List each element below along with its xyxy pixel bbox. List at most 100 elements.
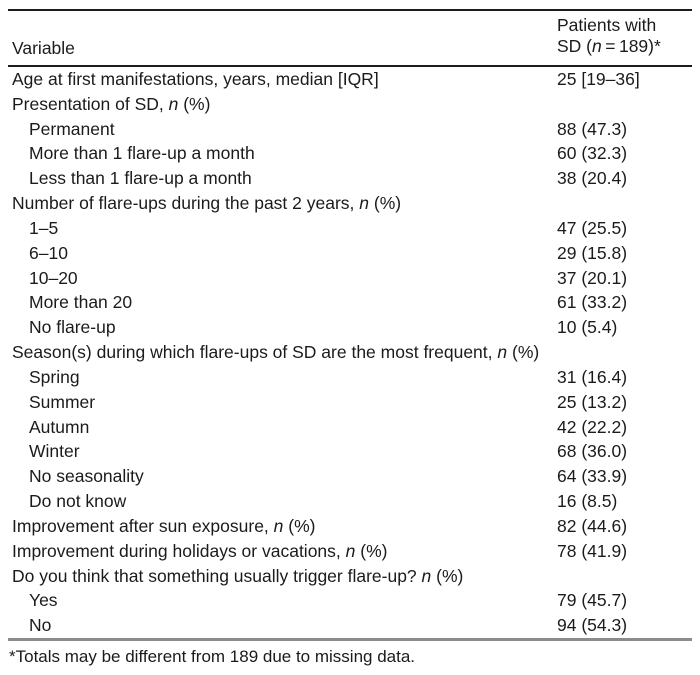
row-value: 47 (25.5) xyxy=(557,217,628,238)
row-label: Less than 1 flare-up a month xyxy=(8,168,252,188)
label-suffix: (%) xyxy=(283,515,316,536)
row-value: 25 (13.2) xyxy=(557,391,628,412)
row-value: 68 (36.0) xyxy=(557,441,628,462)
row-label: 10–20 xyxy=(8,268,78,288)
table-row: No 94 (54.3) xyxy=(8,613,692,638)
label-text: Summer xyxy=(29,391,96,412)
table-row: 10–20 37 (20.1) xyxy=(8,266,692,291)
row-value: 29 (15.8) xyxy=(557,242,628,263)
row-label: No seasonality xyxy=(8,466,144,486)
label-n-italic: n xyxy=(345,540,356,561)
row-label: Improvement after sun exposure, n (%) xyxy=(8,516,315,536)
label-text: 1–5 xyxy=(29,217,59,238)
row-label: Improvement during holidays or vacations… xyxy=(8,541,387,561)
row-value: 31 (16.4) xyxy=(557,366,628,387)
table-row: Permanent 88 (47.3) xyxy=(8,117,692,142)
table-row: Spring 31 (16.4) xyxy=(8,365,692,390)
table-row: Do you think that something usually trig… xyxy=(8,564,692,589)
patients-header-line2-post: = 189)* xyxy=(601,35,661,56)
row-value: 10 (5.4) xyxy=(557,317,618,338)
label-n-italic: n xyxy=(273,515,284,536)
label-n-italic: n xyxy=(168,93,179,114)
table-row: More than 1 flare-up a month 60 (32.3) xyxy=(8,141,692,166)
patients-header-line2: SD (n = 189)* xyxy=(557,36,661,57)
top-rule xyxy=(8,9,692,11)
label-suffix: (%) xyxy=(178,93,211,114)
row-label: Season(s) during which flare-ups of SD a… xyxy=(8,342,539,362)
label-text: Permanent xyxy=(29,118,115,139)
label-text: Winter xyxy=(29,441,80,462)
label-text: Autumn xyxy=(29,416,90,437)
table-row: Improvement after sun exposure, n (%) 82… xyxy=(8,514,692,539)
row-label: Number of flare-ups during the past 2 ye… xyxy=(8,193,401,213)
label-text: No flare-up xyxy=(29,317,116,338)
row-value: 64 (33.9) xyxy=(557,466,628,487)
table-row: Yes 79 (45.7) xyxy=(8,588,692,613)
row-label: Permanent xyxy=(8,119,115,139)
label-text: 10–20 xyxy=(29,267,78,288)
row-label: Yes xyxy=(8,590,58,610)
label-text: Do not know xyxy=(29,491,127,512)
label-text: Yes xyxy=(29,590,58,611)
label-text: Improvement during holidays or vacations… xyxy=(12,540,346,561)
table-row: 6–10 29 (15.8) xyxy=(8,241,692,266)
label-suffix: (%) xyxy=(369,193,402,214)
label-text: Season(s) during which flare-ups of SD a… xyxy=(12,342,498,363)
label-text: 6–10 xyxy=(29,242,68,263)
patients-table: Variable Patients with SD (n = 189)* Age… xyxy=(8,9,692,667)
table-row: 1–5 47 (25.5) xyxy=(8,216,692,241)
footnote: *Totals may be different from 189 due to… xyxy=(9,647,416,667)
patients-header-line2-pre: SD ( xyxy=(557,35,592,56)
table-row: Autumn 42 (22.2) xyxy=(8,415,692,440)
header-rule xyxy=(8,65,692,67)
row-label: Winter xyxy=(8,441,80,461)
label-n-italic: n xyxy=(421,565,432,586)
label-text: Age at first manifestations, years, medi… xyxy=(12,69,379,89)
table-row: No flare-up 10 (5.4) xyxy=(8,315,692,340)
row-value: 78 (41.9) xyxy=(557,540,628,561)
row-label: Age at first manifestations, years, medi… xyxy=(8,69,379,89)
table-header: Variable Patients with SD (n = 189)* xyxy=(8,11,692,65)
row-value: 42 (22.2) xyxy=(557,416,628,437)
label-text: Do you think that something usually trig… xyxy=(12,565,422,586)
label-text: Number of flare-ups during the past 2 ye… xyxy=(12,193,360,214)
table-row: Number of flare-ups during the past 2 ye… xyxy=(8,191,692,216)
row-value: 88 (47.3) xyxy=(557,118,628,139)
row-value: 25 [19–36] xyxy=(557,69,640,89)
table-row: Season(s) during which flare-ups of SD a… xyxy=(8,340,692,365)
table-row: Do not know 16 (8.5) xyxy=(8,489,692,514)
row-value: 37 (20.1) xyxy=(557,267,628,288)
label-n-italic: n xyxy=(497,342,508,363)
label-text: Improvement after sun exposure, xyxy=(12,515,274,536)
row-label: Autumn xyxy=(8,417,89,437)
column-header-variable: Variable xyxy=(12,38,75,58)
table-row: Presentation of SD, n (%) xyxy=(8,92,692,117)
bottom-rule xyxy=(8,638,692,642)
label-text: Less than 1 flare-up a month xyxy=(29,168,252,189)
table-row: Winter 68 (36.0) xyxy=(8,439,692,464)
label-suffix: (%) xyxy=(431,565,464,586)
label-text: More than 1 flare-up a month xyxy=(29,143,255,164)
row-label: More than 20 xyxy=(8,292,132,312)
row-label: Summer xyxy=(8,392,95,412)
label-text: Presentation of SD, xyxy=(12,93,169,114)
label-text: Spring xyxy=(29,366,80,387)
row-label: Presentation of SD, n (%) xyxy=(8,94,210,114)
row-value: 60 (32.3) xyxy=(557,143,628,164)
row-value: 82 (44.6) xyxy=(557,515,628,536)
row-label: Do not know xyxy=(8,491,126,511)
column-header-patients: Patients with SD (n = 189)* xyxy=(557,15,661,56)
table-row: No seasonality 64 (33.9) xyxy=(8,464,692,489)
label-text: More than 20 xyxy=(29,292,133,313)
row-label: More than 1 flare-up a month xyxy=(8,143,255,163)
row-value: 94 (54.3) xyxy=(557,615,628,636)
row-value: 61 (33.2) xyxy=(557,292,628,313)
table-row: Summer 25 (13.2) xyxy=(8,390,692,415)
row-label: Spring xyxy=(8,367,80,387)
row-label: No xyxy=(8,615,51,635)
table-row: Age at first manifestations, years, medi… xyxy=(8,67,692,92)
patients-header-n-italic: n xyxy=(592,35,602,56)
row-value: 38 (20.4) xyxy=(557,168,628,189)
label-text: No xyxy=(29,615,52,636)
label-suffix: (%) xyxy=(355,540,388,561)
